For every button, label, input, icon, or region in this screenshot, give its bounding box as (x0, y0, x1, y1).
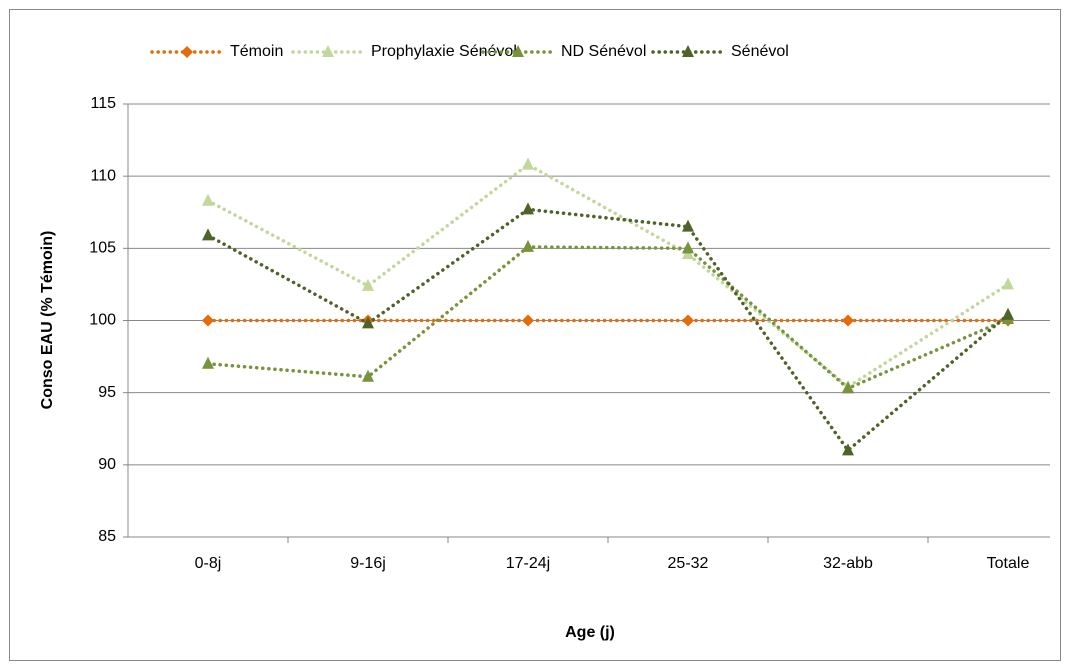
y-tick-label: 110 (90, 167, 116, 184)
y-axis-label: Conso EAU (% Témoin) (39, 231, 56, 410)
legend-label: Prophylaxie Sénévol (371, 43, 517, 60)
data-point (202, 228, 214, 241)
data-point (682, 219, 694, 232)
data-point (682, 314, 694, 327)
data-point (522, 157, 534, 170)
data-point (842, 314, 854, 327)
legend-marker (512, 45, 524, 57)
legend-marker (682, 45, 694, 57)
y-tick-label: 95 (98, 384, 116, 401)
legend-marker (322, 45, 334, 57)
data-point (362, 316, 374, 329)
y-tick-label: 115 (90, 95, 116, 112)
data-point (202, 314, 214, 327)
data-point (202, 193, 214, 206)
data-point (1002, 277, 1014, 290)
data-point (362, 369, 374, 382)
x-tick-label: 0-8j (195, 555, 222, 572)
series-line (206, 245, 1010, 391)
series-line (206, 207, 1010, 453)
data-point (842, 381, 854, 394)
legend-label: Témoin (230, 43, 283, 60)
series-line (206, 162, 1010, 390)
x-tick-label: 25-32 (668, 555, 709, 572)
x-tick-label: Totale (987, 555, 1030, 572)
data-point (682, 241, 694, 254)
x-tick-label: 32-abb (823, 555, 873, 572)
x-tick-label: 9-16j (350, 555, 386, 572)
y-tick-label: 100 (89, 312, 116, 329)
x-tick-label: 17-24j (506, 555, 550, 572)
x-axis-label: Age (j) (565, 624, 615, 641)
legend-label: Sénévol (731, 43, 789, 60)
chart-frame (9, 9, 1061, 661)
data-point (362, 278, 374, 291)
data-point (202, 356, 214, 369)
data-point (842, 443, 854, 456)
legend-label: ND Sénévol (561, 43, 646, 60)
data-point (1002, 307, 1014, 320)
y-tick-label: 105 (89, 240, 116, 257)
data-point (522, 202, 534, 215)
data-point (522, 239, 534, 252)
y-tick-label: 85 (98, 528, 116, 545)
y-tick-label: 90 (98, 456, 116, 473)
data-point (522, 314, 534, 327)
legend-marker (181, 46, 193, 58)
